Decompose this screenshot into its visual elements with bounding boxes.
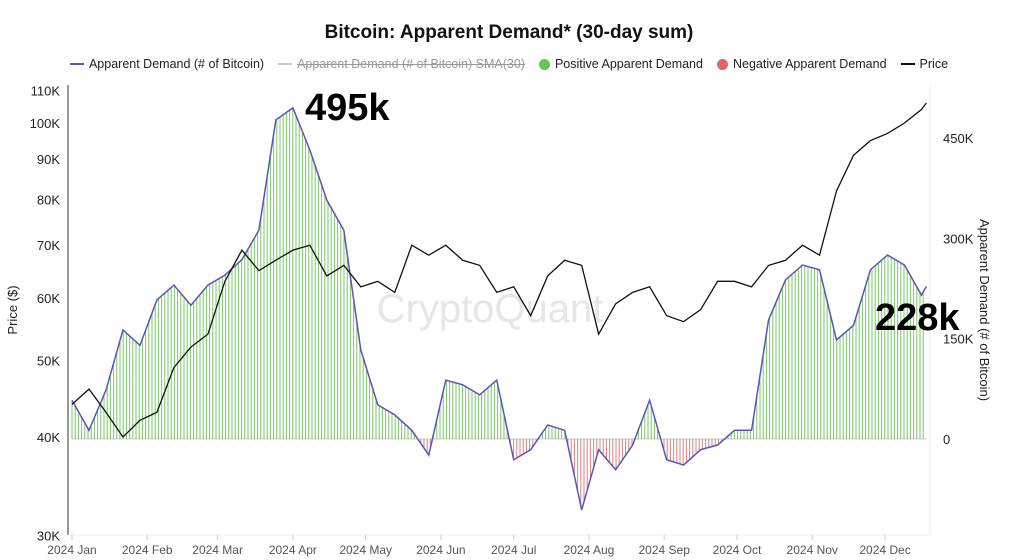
x-tick-label: 2024 Jul: [491, 543, 536, 557]
legend: Apparent Demand (# of Bitcoin) Apparent …: [0, 57, 1018, 71]
y-right-axis-label: Apparent Demand (# of Bitcoin): [977, 219, 992, 401]
legend-item-sma[interactable]: Apparent Demand (# of Bitcoin) SMA(30): [278, 57, 525, 71]
legend-label: Negative Apparent Demand: [732, 57, 887, 71]
legend-line-icon: [69, 63, 84, 65]
y-left-tick-label: 70K: [37, 238, 60, 253]
y-left-tick-label: 100K: [30, 116, 61, 131]
x-tick-label: 2024 May: [339, 543, 392, 557]
legend-item-demand[interactable]: Apparent Demand (# of Bitcoin): [69, 57, 265, 71]
x-tick-label: 2024 Jan: [47, 543, 96, 557]
legend-line-icon: [278, 63, 293, 65]
legend-item-price[interactable]: Price: [900, 57, 949, 71]
x-tick-label: 2024 Jun: [416, 543, 465, 557]
y-left-tick-label: 80K: [37, 192, 60, 207]
y-left-tick-label: 90K: [37, 152, 60, 167]
y-left-tick-label: 110K: [31, 83, 61, 98]
watermark: CryptoQuant: [377, 287, 604, 331]
chart-title: Bitcoin: Apparent Demand* (30-day sum): [324, 22, 694, 43]
x-tick-label: 2024 Oct: [713, 543, 762, 557]
annotation-current: 228k: [875, 297, 960, 339]
x-tick-label: 2024 Nov: [787, 543, 838, 557]
y-right-tick-label: 0: [943, 432, 950, 447]
legend-item-negative[interactable]: Negative Apparent Demand: [716, 57, 887, 71]
y-left-tick-label: 50K: [37, 354, 60, 369]
y-left-tick-label: 60K: [37, 291, 60, 306]
y-right-tick-label: 300K: [943, 231, 974, 246]
legend-item-positive[interactable]: Positive Apparent Demand: [538, 57, 703, 71]
legend-label: Positive Apparent Demand: [554, 57, 703, 71]
demand-line: [71, 106, 927, 511]
legend-dot-icon: [716, 58, 728, 70]
legend-label: Apparent Demand (# of Bitcoin) SMA(30): [297, 57, 525, 71]
legend-line-icon: [900, 63, 915, 65]
x-tick-label: 2024 Apr: [269, 543, 317, 557]
price-line: [71, 102, 927, 439]
y-right-tick-label: 450K: [943, 131, 974, 146]
y-left-tick-label: 40K: [37, 430, 60, 445]
legend-label: Price: [919, 57, 949, 71]
y-left-axis-label: Price ($): [5, 285, 20, 334]
demand-bars: [71, 107, 924, 506]
x-tick-label: 2024 Feb: [122, 543, 173, 557]
x-tick-label: 2024 Sep: [638, 543, 690, 557]
legend-label: Apparent Demand (# of Bitcoin): [88, 57, 265, 71]
legend-dot-icon: [538, 58, 550, 70]
y-left-tick-label: 30K: [37, 529, 60, 544]
y-right-tick-label: 150K: [943, 332, 974, 347]
x-tick-label: 2024 Aug: [564, 543, 615, 557]
x-tick-label: 2024 Mar: [192, 543, 243, 557]
x-tick-label: 2024 Dec: [859, 543, 910, 557]
annotation-peak: 495k: [305, 87, 390, 129]
